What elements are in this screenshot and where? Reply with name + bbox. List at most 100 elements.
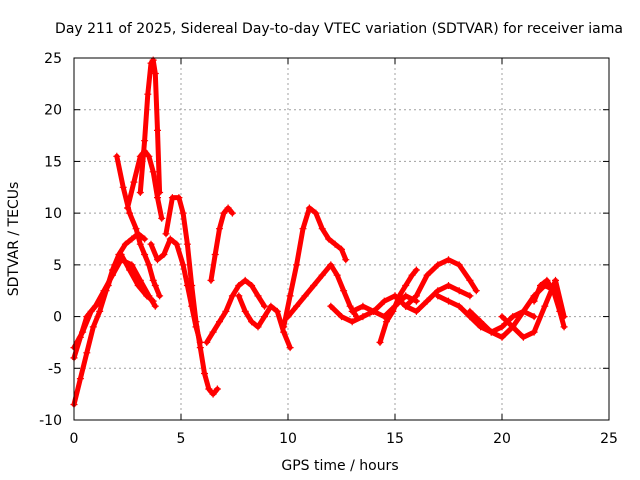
series-layer — [70, 56, 568, 408]
data-point-marker — [293, 302, 301, 310]
data-point-marker — [136, 240, 144, 248]
data-point-marker — [412, 292, 420, 300]
y-tick-label: 25 — [44, 51, 62, 67]
data-point-marker — [318, 225, 326, 233]
data-point-marker — [509, 323, 517, 331]
data-point-marker — [408, 271, 416, 279]
data-point-marker — [327, 302, 335, 310]
chart-title: Day 211 of 2025, Sidereal Day-to-day VTE… — [55, 21, 623, 37]
data-point-marker — [530, 313, 538, 321]
data-point-marker — [434, 292, 442, 300]
y-tick-label: 5 — [53, 258, 62, 274]
data-point-marker — [175, 194, 183, 202]
data-point-marker — [370, 307, 378, 315]
series-trace — [403, 257, 479, 309]
data-point-marker — [130, 178, 138, 186]
data-point-marker — [144, 90, 152, 98]
data-point-marker — [228, 209, 236, 217]
data-point-marker — [207, 276, 215, 284]
data-point-marker — [455, 287, 463, 295]
y-tick-label: -5 — [48, 361, 62, 377]
data-point-marker — [141, 251, 149, 258]
x-tick-label: 15 — [386, 431, 404, 447]
x-axis-label: GPS time / hours — [281, 458, 398, 474]
data-point-marker — [519, 333, 527, 341]
data-point-marker — [241, 276, 249, 284]
data-point-marker — [346, 302, 354, 310]
data-point-marker — [173, 240, 181, 248]
data-point-marker — [83, 313, 91, 321]
data-point-marker — [254, 292, 262, 300]
y-tick-label: -10 — [39, 413, 62, 429]
data-point-marker — [348, 318, 356, 326]
data-point-marker — [151, 70, 159, 77]
data-point-marker — [228, 292, 236, 300]
data-point-marker — [156, 292, 164, 300]
x-tick-label: 25 — [600, 431, 618, 447]
data-point-marker — [154, 126, 161, 134]
data-point-marker — [487, 328, 495, 336]
data-point-marker — [530, 297, 538, 305]
series-trace — [531, 277, 567, 330]
data-point-marker — [128, 235, 136, 243]
series-arc-13 — [284, 261, 360, 321]
data-point-marker — [132, 225, 140, 233]
y-tick-label: 20 — [44, 103, 62, 119]
data-point-marker — [280, 323, 288, 331]
data-point-marker — [402, 302, 410, 310]
data-point-marker — [305, 204, 313, 212]
series-arc-2 — [70, 251, 157, 352]
data-point-marker — [224, 204, 232, 212]
series-trace — [137, 57, 163, 195]
data-point-marker — [183, 240, 191, 248]
data-point-marker — [248, 282, 256, 289]
data-point-marker — [188, 282, 196, 289]
data-point-marker — [121, 240, 129, 248]
series-arc-3 — [70, 256, 159, 362]
data-point-marker — [168, 194, 176, 202]
data-point-marker — [423, 297, 431, 305]
data-point-marker — [530, 328, 538, 336]
data-point-marker — [286, 292, 294, 300]
data-point-marker — [359, 302, 367, 310]
data-point-marker — [325, 235, 333, 243]
data-point-marker — [273, 307, 281, 315]
data-point-marker — [166, 235, 174, 243]
data-point-marker — [455, 302, 463, 310]
data-point-marker — [498, 333, 506, 341]
series-arc-22 — [530, 276, 568, 331]
data-point-marker — [145, 152, 153, 160]
data-point-marker — [284, 313, 292, 321]
data-point-marker — [543, 276, 551, 284]
data-point-marker — [556, 307, 564, 315]
data-point-marker — [89, 323, 97, 331]
data-point-marker — [254, 323, 262, 331]
data-point-marker — [128, 261, 136, 269]
plot-frame — [73, 57, 610, 421]
data-point-marker — [162, 230, 170, 238]
data-point-marker — [261, 313, 268, 321]
data-point-marker — [158, 214, 166, 222]
data-point-marker — [299, 225, 307, 233]
data-point-marker — [241, 307, 249, 315]
data-point-marker — [149, 276, 157, 284]
data-point-marker — [76, 333, 84, 341]
series-arc-6 — [136, 56, 164, 196]
data-point-marker — [100, 287, 108, 295]
data-point-marker — [389, 307, 397, 315]
data-point-marker — [380, 313, 388, 321]
data-point-marker — [318, 271, 326, 279]
data-point-marker — [267, 302, 275, 310]
data-point-marker — [235, 282, 243, 289]
data-point-marker — [141, 235, 149, 243]
data-point-marker — [261, 302, 268, 310]
data-point-marker — [145, 261, 153, 269]
data-point-marker — [209, 328, 217, 336]
data-point-marker — [220, 209, 228, 217]
data-point-marker — [348, 307, 356, 315]
data-point-marker — [209, 390, 217, 398]
data-point-marker — [222, 307, 230, 315]
data-point-marker — [541, 302, 549, 310]
data-point-marker — [466, 292, 474, 300]
series-trace — [285, 262, 359, 320]
